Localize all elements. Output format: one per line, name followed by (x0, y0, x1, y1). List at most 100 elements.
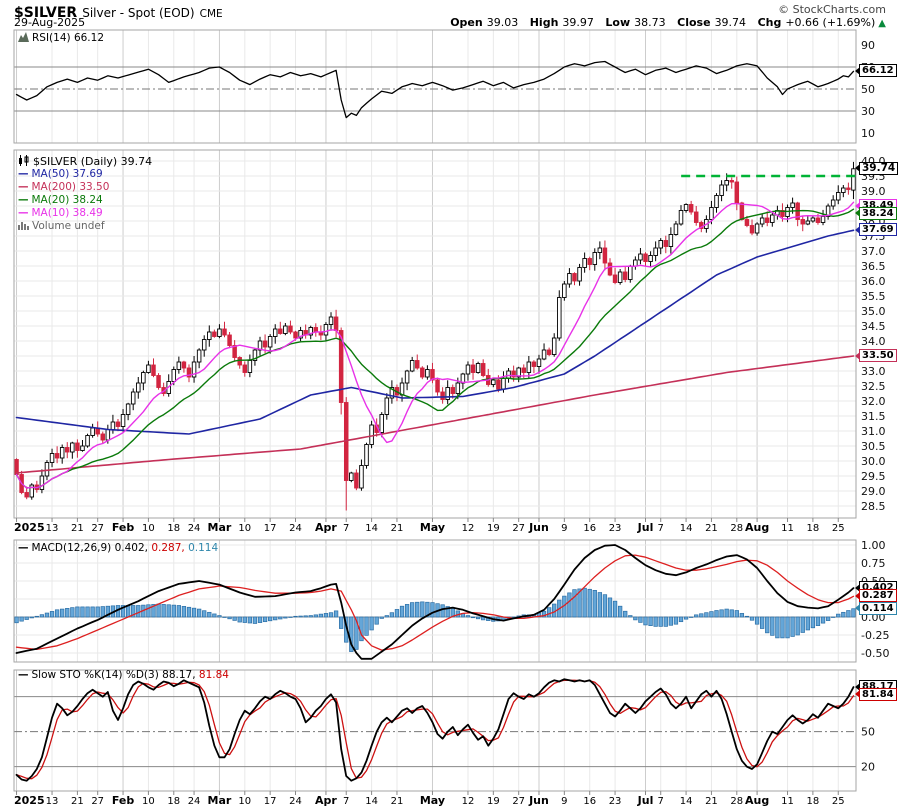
ma10-line (15, 201, 855, 489)
copyright-text: © StockCharts.com (778, 3, 886, 16)
axis-value-tag: 37.69 (855, 223, 897, 237)
macd-line (15, 544, 855, 660)
volume-legend: Volume undef (32, 220, 105, 232)
svg-text:10: 10 (238, 796, 251, 807)
sto-value-2: 81.84 (198, 669, 229, 681)
svg-text:18: 18 (807, 796, 820, 807)
svg-text:2025: 2025 (14, 521, 45, 534)
symbol-description: Silver - Spot (EOD) (82, 6, 195, 20)
macd-legend-name: MACD(12,26,9) (31, 542, 112, 554)
svg-text:37.0: 37.0 (861, 245, 886, 258)
svg-text:14: 14 (680, 796, 693, 807)
close-label: Close (677, 16, 711, 29)
svg-text:Jun: Jun (528, 794, 549, 807)
svg-text:31.5: 31.5 (861, 410, 886, 423)
price-legend-symbol: $SILVER (Daily) 39.74 (33, 155, 153, 168)
axis-value-tag: 38.24 (855, 206, 897, 220)
ma200-swatch: — (18, 181, 29, 193)
volume-icon (18, 221, 29, 234)
low-label: Low (605, 16, 631, 29)
sto-k-line (15, 678, 855, 782)
macd-value-2: 0.287, (151, 542, 185, 554)
reference-lines (14, 66, 856, 768)
svg-text:30.0: 30.0 (861, 455, 886, 468)
svg-text:Apr: Apr (315, 521, 337, 534)
svg-text:1.00: 1.00 (861, 539, 886, 552)
svg-text:Jul: Jul (637, 794, 654, 807)
svg-text:30: 30 (861, 105, 875, 118)
svg-text:23: 23 (609, 796, 622, 807)
axis-value-tag: 0.114 (855, 601, 897, 615)
macd-signal-line (15, 554, 855, 651)
grid-lines (14, 30, 856, 791)
svg-text:20: 20 (861, 761, 875, 774)
chg-label: Chg (757, 16, 782, 29)
svg-text:May: May (420, 521, 445, 534)
exchange-label: CME (199, 8, 223, 20)
high-value: 39.97 (562, 16, 594, 29)
svg-text:27: 27 (512, 796, 525, 807)
svg-text:Feb: Feb (112, 521, 135, 534)
svg-text:33.0: 33.0 (861, 365, 886, 378)
svg-text:19: 19 (487, 523, 500, 534)
svg-text:28: 28 (730, 796, 743, 807)
svg-text:27: 27 (512, 523, 525, 534)
axis-value-tag: 33.50 (855, 349, 897, 362)
rsi-legend: RSI(14) 66.12 (18, 32, 104, 45)
svg-text:14: 14 (365, 796, 378, 807)
svg-text:39.0: 39.0 (861, 185, 886, 198)
svg-text:21: 21 (71, 523, 84, 534)
svg-text:10: 10 (142, 523, 155, 534)
axis-value-tag: 39.74 (854, 161, 899, 175)
rsi-legend-text: RSI(14) 66.12 (32, 32, 105, 44)
sto-legend: — Slow STO %K(14) %D(3) 88.17, 81.84 (18, 669, 229, 682)
svg-text:0.75: 0.75 (861, 557, 886, 570)
svg-text:2025: 2025 (14, 794, 45, 807)
svg-text:25: 25 (832, 523, 845, 534)
svg-text:35.5: 35.5 (861, 290, 886, 303)
svg-text:-0.50: -0.50 (861, 647, 889, 660)
svg-text:Feb: Feb (112, 794, 135, 807)
svg-text:21: 21 (705, 796, 718, 807)
svg-text:32.5: 32.5 (861, 380, 886, 393)
macd-histogram (14, 587, 856, 652)
svg-text:Aug: Aug (745, 794, 769, 807)
svg-text:May: May (420, 794, 445, 807)
svg-text:28.5: 28.5 (861, 500, 886, 513)
sto-legend-name: Slow STO %K(14) %D(3) (31, 669, 159, 681)
svg-text:9: 9 (561, 523, 567, 534)
svg-text:18: 18 (167, 796, 180, 807)
svg-text:90: 90 (861, 39, 875, 52)
svg-text:21: 21 (705, 523, 718, 534)
ma20-legend: MA(20) 38.24 (31, 194, 103, 206)
svg-text:36.5: 36.5 (861, 260, 886, 273)
ma200-legend: MA(200) 33.50 (31, 181, 110, 193)
svg-text:12: 12 (462, 523, 475, 534)
macd-value-3: 0.114 (188, 542, 219, 554)
ma10-legend: MA(10) 38.49 (31, 207, 103, 219)
svg-text:24: 24 (289, 523, 302, 534)
svg-text:19: 19 (487, 796, 500, 807)
svg-text:Mar: Mar (208, 521, 232, 534)
svg-text:Aug: Aug (745, 521, 769, 534)
open-label: Open (450, 16, 483, 29)
svg-text:25: 25 (832, 796, 845, 807)
svg-text:7: 7 (343, 796, 349, 807)
svg-text:14: 14 (365, 523, 378, 534)
svg-text:28: 28 (730, 523, 743, 534)
svg-text:Jul: Jul (637, 521, 654, 534)
x-axis-labels: 2025 13 21 27 Feb 10 18 24 Mar 10 17 24 Apr 7 14 21 May 1… (14, 518, 845, 807)
svg-text:Jun: Jun (528, 521, 549, 534)
svg-text:24: 24 (188, 796, 201, 807)
svg-text:18: 18 (807, 523, 820, 534)
svg-text:35.0: 35.0 (861, 305, 886, 318)
svg-text:11: 11 (781, 523, 794, 534)
chg-value: +0.66 (+1.69%) (785, 16, 876, 29)
svg-text:7: 7 (343, 523, 349, 534)
svg-text:10: 10 (861, 127, 875, 140)
ma200-line (15, 355, 855, 474)
svg-text:21: 21 (391, 796, 404, 807)
symbol-label: $SILVER (14, 5, 78, 21)
svg-text:Apr: Apr (315, 794, 337, 807)
